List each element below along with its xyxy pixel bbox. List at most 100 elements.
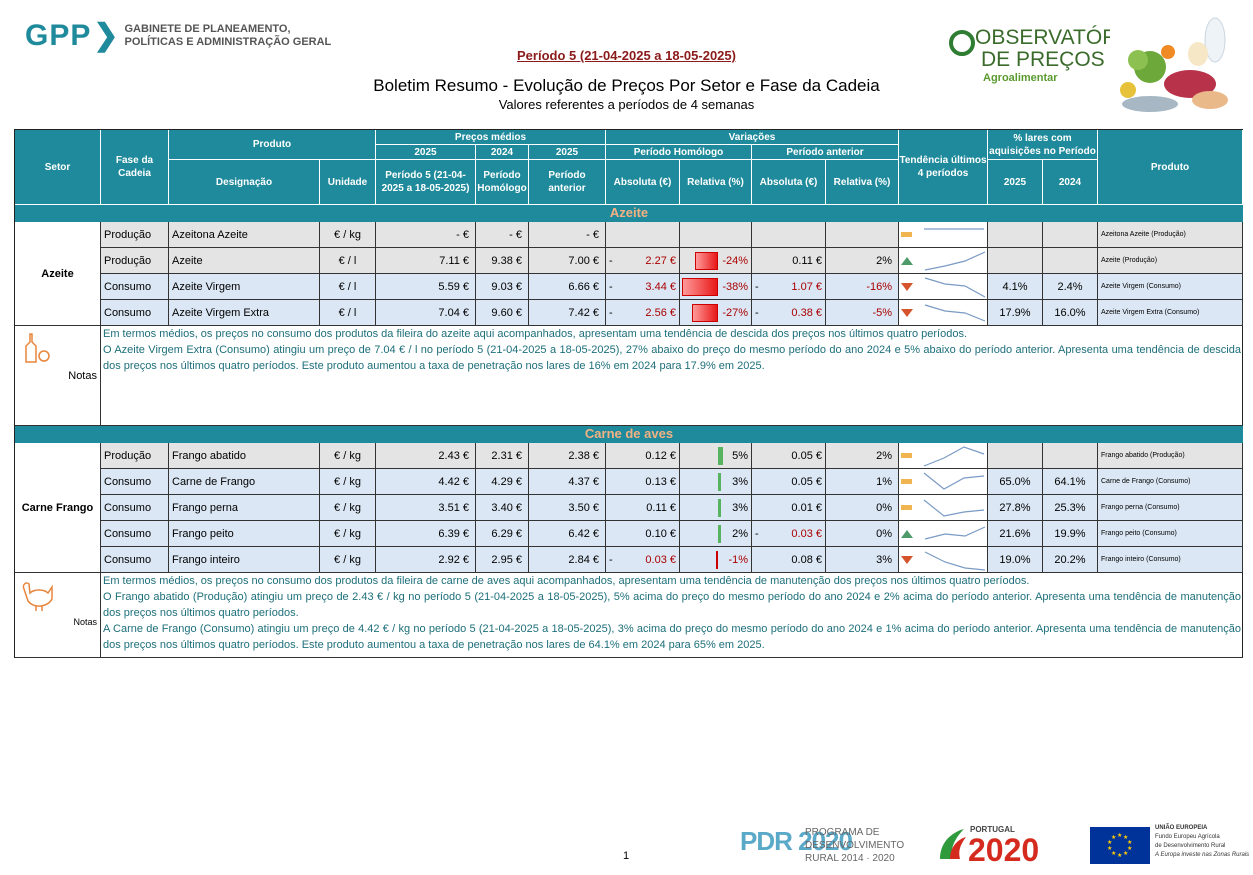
variation-bar — [692, 304, 718, 322]
cell-produto-right: Frango inteiro (Consumo) — [1098, 547, 1243, 573]
cell-fase: Produção — [101, 222, 169, 248]
food-image — [1110, 12, 1240, 124]
cell-preco-anterior: 6.66 € — [529, 274, 606, 300]
header-y2025: 2025 — [376, 145, 476, 160]
cell-abs-anterior: - 0.03 € — [752, 521, 826, 547]
cell-tendencia — [899, 547, 988, 573]
trend-sparkline — [923, 227, 984, 230]
cell-abs-anterior: 0.05 € — [752, 469, 826, 495]
sign: - — [755, 527, 759, 540]
obs-line3: Agroalimentar — [983, 72, 1058, 84]
value: 0.05 € — [791, 449, 822, 462]
cell-unidade: € / l — [320, 300, 376, 326]
cell-rel-anterior: -5% — [826, 300, 899, 326]
notes-text: Em termos médios, os preços no consumo d… — [101, 573, 1243, 658]
cell-rel-homologo: 5% — [680, 443, 752, 469]
gpp-line2: POLÍTICAS E ADMINISTRAÇÃO GERAL — [124, 35, 332, 48]
cell-preco-anterior: 2.84 € — [529, 547, 606, 573]
cell-preco-2025: 7.11 € — [376, 248, 476, 274]
pdr-line3: RURAL 2014 · 2020 — [805, 853, 895, 864]
cell-preco-anterior: 3.50 € — [529, 495, 606, 521]
trend-flat-icon — [901, 505, 912, 510]
value: 3.44 € — [645, 280, 676, 293]
variation-bar — [682, 278, 718, 296]
cell-produto-right: Azeitona Azeite (Produção) — [1098, 222, 1243, 248]
cell-abs-homologo: - 2.56 € — [606, 300, 680, 326]
cell-designacao: Frango perna — [169, 495, 320, 521]
value: 2% — [732, 527, 748, 540]
cell-preco-2025: 7.04 € — [376, 300, 476, 326]
gpp-logo: GPP ❯ GABINETE DE PLANEAMENTO, POLÍTICAS… — [25, 18, 331, 53]
cell-preco-2025: 3.51 € — [376, 495, 476, 521]
cell-lares-2024: 19.9% — [1043, 521, 1098, 547]
value: -1% — [728, 553, 748, 566]
pdr-text: PROGRAMA DE DESENVOLVIMENTO RURAL 2014 ·… — [805, 826, 904, 865]
cell-preco-2025: 4.42 € — [376, 469, 476, 495]
cell-tendencia — [899, 248, 988, 274]
cell-abs-homologo: 0.13 € — [606, 469, 680, 495]
section-banner: Azeite — [15, 205, 1243, 222]
header-fase: Fase da Cadeia — [101, 130, 169, 205]
cell-rel-anterior: 2% — [826, 443, 899, 469]
svg-text:★: ★ — [1117, 852, 1122, 859]
cell-lares-2025: 65.0% — [988, 469, 1043, 495]
cell-unidade: € / kg — [320, 547, 376, 573]
trend-up-icon — [901, 529, 913, 538]
trend-down-icon — [901, 555, 913, 564]
cell-designacao: Frango peito — [169, 521, 320, 547]
cell-preco-2025: 6.39 € — [376, 521, 476, 547]
header-var-anterior: Período anterior — [752, 145, 899, 160]
cell-preco-2024: 2.95 € — [476, 547, 529, 573]
cell-abs-anterior — [752, 222, 826, 248]
value: 0.11 € — [646, 501, 676, 514]
cell-lares-2024 — [1043, 248, 1098, 274]
value: 1.07 € — [791, 280, 822, 293]
cell-rel-anterior: 2% — [826, 248, 899, 274]
value: 3% — [732, 475, 748, 488]
value: 0.13 € — [645, 475, 676, 488]
section-banner: Carne de aves — [15, 426, 1243, 443]
cell-lares-2025: 17.9% — [988, 300, 1043, 326]
header-y2024: 2024 — [476, 145, 529, 160]
cell-rel-anterior — [826, 222, 899, 248]
cell-preco-2024: 9.03 € — [476, 274, 529, 300]
header-lares-2025: 2025 — [988, 160, 1043, 205]
portugal-2020: 2020 — [968, 832, 1040, 868]
cell-rel-homologo: 3% — [680, 469, 752, 495]
cell-preco-anterior: - € — [529, 222, 606, 248]
cell-tendencia — [899, 495, 988, 521]
value: -27% — [722, 306, 748, 319]
trend-sparkline — [923, 445, 985, 467]
cell-abs-anterior: 0.05 € — [752, 443, 826, 469]
eu-line2: Fundo Europeu Agrícola — [1155, 834, 1220, 840]
pdr-logo: PDR 2020 — [740, 826, 853, 856]
cell-setor: Azeite — [15, 222, 101, 326]
obs-line1: OBSERVATÓRIO — [975, 26, 1140, 49]
cell-produto-right: Frango peito (Consumo) — [1098, 521, 1243, 547]
cell-tendencia — [899, 222, 988, 248]
value: 2.27 € — [645, 254, 676, 267]
cell-lares-2024 — [1043, 443, 1098, 469]
variation-bar — [718, 499, 721, 517]
cell-abs-homologo: - 2.27 € — [606, 248, 680, 274]
cell-preco-2025: - € — [376, 222, 476, 248]
svg-text:★: ★ — [1117, 832, 1122, 839]
value: 0.03 € — [791, 527, 822, 540]
olive-oil-icon — [25, 333, 50, 363]
header-lares: % lares com aquisições no Período — [988, 130, 1098, 160]
cell-rel-homologo: -24% — [680, 248, 752, 274]
cell-rel-anterior: -16% — [826, 274, 899, 300]
header-periodo-anterior: Período anterior — [529, 160, 606, 205]
svg-text:★: ★ — [1111, 834, 1116, 841]
value: 0.10 € — [645, 527, 676, 540]
header-absoluta: Absoluta (€) — [606, 160, 680, 205]
cell-preco-anterior: 4.37 € — [529, 469, 606, 495]
header-setor: Setor — [15, 130, 101, 205]
trend-sparkline — [923, 499, 984, 517]
cell-preco-2024: 4.29 € — [476, 469, 529, 495]
value: 5% — [732, 449, 748, 462]
value: 0.03 € — [645, 553, 676, 566]
header-absoluta2: Absoluta (€) — [752, 160, 826, 205]
header-lares-2024: 2024 — [1043, 160, 1098, 205]
